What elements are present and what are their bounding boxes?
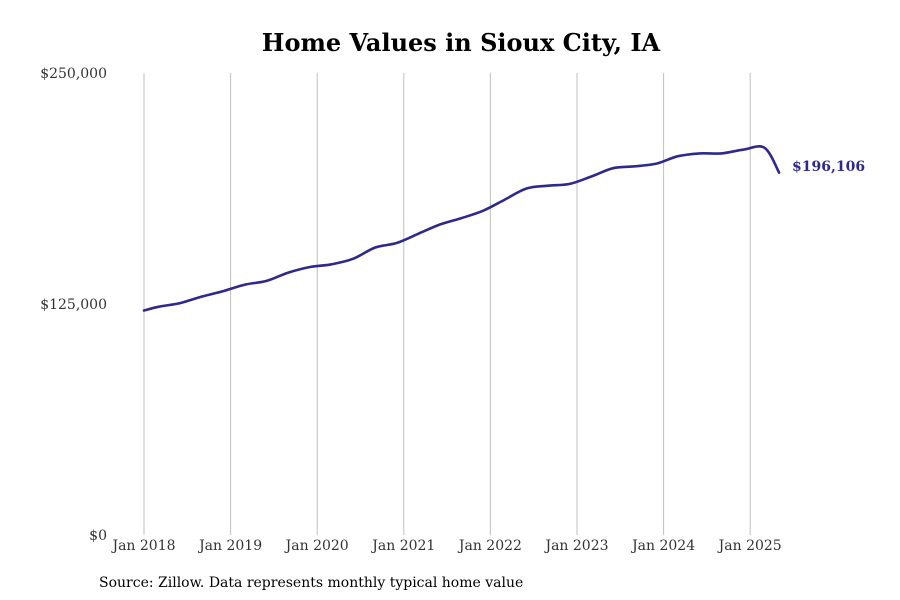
y-tick-label: $0 xyxy=(89,528,107,544)
source-note: Source: Zillow. Data represents monthly … xyxy=(99,575,523,591)
x-tick-label: Jan 2024 xyxy=(630,538,695,554)
end-value-label: $196,106 xyxy=(792,159,865,175)
x-axis-ticks: Jan 2018 Jan 2019 Jan 2020 Jan 2021 Jan 2022… xyxy=(110,538,781,554)
x-tick-label: Jan 2025 xyxy=(717,538,782,554)
x-tick-label: Jan 2022 xyxy=(457,538,522,554)
x-tick-label: Jan 2023 xyxy=(543,538,608,554)
x-tick-label: Jan 2020 xyxy=(284,538,349,554)
x-tick-label: Jan 2018 xyxy=(110,538,175,554)
series-line xyxy=(142,145,781,312)
x-tick-label: Jan 2019 xyxy=(197,538,262,554)
chart-title: Home Values in Sioux City, IA xyxy=(262,28,661,57)
y-tick-label: $250,000 xyxy=(40,66,107,82)
y-axis-ticks: $0 $125,000 $250,000 xyxy=(40,66,107,544)
y-tick-label: $125,000 xyxy=(40,297,107,313)
gridlines xyxy=(143,73,751,535)
x-tick-label: Jan 2021 xyxy=(370,538,435,554)
